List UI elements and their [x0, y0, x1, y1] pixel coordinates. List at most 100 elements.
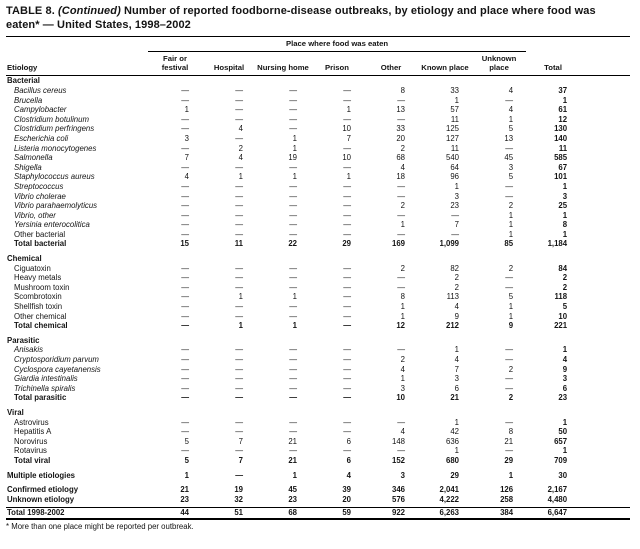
table-row: Norovirus 5 7 21 6 148 636 21 657 [6, 437, 630, 447]
value-cell: 6,263 [418, 507, 472, 520]
etiology-cell: Brucella [14, 95, 43, 105]
value-cell: 3 [562, 374, 568, 384]
value-cell: — [289, 302, 297, 312]
value-cell: 9 [454, 311, 459, 321]
value-cell: 709 [554, 455, 568, 465]
value-cell: 7 [346, 133, 351, 143]
etiology-cell: Confirmed etiology [7, 485, 79, 495]
value-cell: 7 [238, 436, 243, 446]
table-row: Shigella — — — — 4 64 3 67 [6, 163, 630, 173]
etiology-cell: Trichinella spiralis [14, 383, 76, 393]
etiology-cell: Vibrio cholerae [14, 191, 66, 201]
value-cell: 1 [562, 417, 568, 427]
value-cell: — [181, 292, 189, 302]
filler-cell [580, 302, 630, 312]
value-cell: 922 [364, 507, 418, 520]
value-cell: — [343, 417, 351, 427]
value-cell: 1 [508, 229, 514, 239]
filler-cell [580, 273, 630, 283]
spanner-blank [526, 37, 630, 52]
value-cell: — [181, 191, 189, 201]
filler-cell [580, 153, 630, 163]
value-cell: — [181, 95, 189, 105]
etiology-cell: Streptococcus [14, 181, 64, 191]
table-row: Confirmed etiology 21 19 45 39 346 2,041 126 2,1… [6, 485, 630, 495]
value-cell: — [397, 95, 405, 105]
table-row: Total bacterial 15 11 22 29 169 1,099 85 1,184 [6, 239, 630, 249]
etiology-cell: Rotavirus [14, 446, 47, 456]
value-cell: 67 [558, 162, 568, 172]
value-cell: 125 [445, 124, 459, 134]
section-header-row: Viral [6, 408, 630, 418]
etiology-cell: Vibrio parahaemolyticus [14, 201, 98, 211]
value-cell: — [289, 210, 297, 220]
value-cell: 64 [450, 162, 459, 172]
etiology-cell: Other chemical [14, 311, 67, 321]
value-cell: — [181, 417, 189, 427]
filler-cell [580, 418, 630, 428]
filler-cell [580, 427, 630, 437]
etiology-header: Etiology [6, 36, 148, 77]
filler-cell [580, 124, 630, 134]
filler-cell [580, 446, 630, 456]
value-cell: — [289, 417, 297, 427]
value-cell: — [289, 105, 297, 115]
value-cell: 3 [562, 191, 568, 201]
value-cell: 37 [558, 85, 568, 95]
value-cell: — [289, 114, 297, 124]
table-row: Anisakis — — — — — 1 — 1 [6, 345, 630, 355]
value-cell: 21 [288, 455, 297, 465]
value-cell: — [181, 201, 189, 211]
value-cell: — [181, 393, 189, 403]
value-cell: 29 [504, 455, 514, 465]
value-cell: — [343, 191, 351, 201]
value-cell: 3 [508, 162, 514, 172]
value-cell: 1 [508, 311, 514, 321]
value-cell: 4 [184, 172, 189, 182]
value-cell: — [181, 220, 189, 230]
value-cell: 13 [504, 133, 514, 143]
value-cell: — [343, 229, 351, 239]
etiology-cell: Bacillus cereus [14, 85, 67, 95]
value-cell: 148 [391, 436, 405, 446]
value-cell: — [181, 210, 189, 220]
title-continued: (Continued) [58, 5, 121, 17]
value-cell: — [181, 282, 189, 292]
etiology-cell: Clostridium botulinum [14, 114, 89, 124]
value-cell: 44 [148, 507, 202, 520]
value-cell: 1 [292, 292, 297, 302]
value-cell: — [289, 263, 297, 273]
etiology-cell: Scombrotoxin [14, 292, 62, 302]
table-row: Salmonella 7 4 19 10 68 540 45 585 [6, 153, 630, 163]
table-row: Vibrio cholerae — — — — — 3 — 3 [6, 192, 630, 202]
value-cell: — [397, 417, 405, 427]
value-cell: — [343, 427, 351, 437]
value-cell: — [505, 95, 514, 105]
table-row: Total chemical — 1 1 — 12 212 9 221 [6, 321, 630, 331]
value-cell: — [289, 220, 297, 230]
value-cell: 4 [508, 105, 514, 115]
value-cell: — [397, 229, 405, 239]
value-cell: 1 [562, 181, 568, 191]
filler-cell [580, 96, 630, 106]
value-cell: 127 [445, 133, 459, 143]
value-cell: — [235, 393, 243, 403]
value-cell: 19 [234, 485, 243, 495]
value-cell: 140 [554, 133, 568, 143]
value-cell: 59 [310, 507, 364, 520]
column-header: Nursing home [256, 51, 310, 77]
value-cell: 1 [400, 311, 405, 321]
value-cell: 82 [450, 263, 459, 273]
value-cell: — [181, 355, 189, 365]
etiology-cell: Total bacterial [14, 239, 67, 249]
value-cell: — [397, 282, 405, 292]
table-row: Streptococcus — — — — — 1 — 1 [6, 182, 630, 192]
header-row-columns: Fair or festival Hospital Nursing home Pris… [6, 51, 631, 77]
value-cell: 4 [454, 355, 459, 365]
filler-cell [580, 365, 630, 375]
filler-cell [580, 115, 630, 125]
value-cell: 1 [562, 210, 568, 220]
value-cell: 169 [391, 239, 405, 249]
section-header-row: Parasitic [6, 336, 630, 346]
value-cell: 5 [184, 436, 189, 446]
